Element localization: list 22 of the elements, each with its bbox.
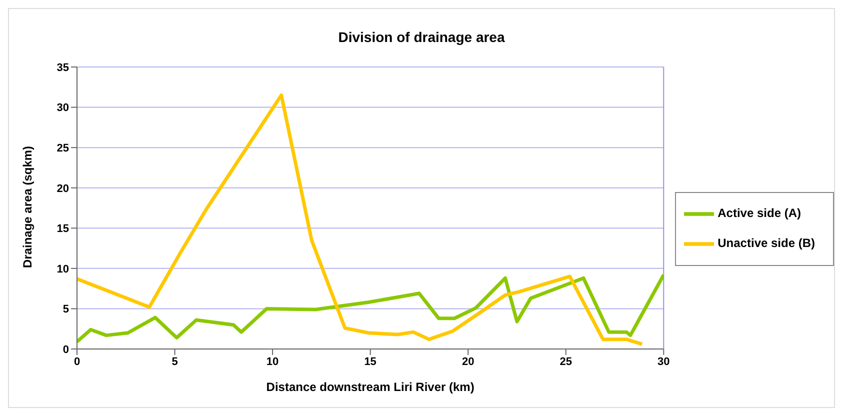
- y-tick-label: 15: [56, 223, 69, 236]
- y-tick-label: 25: [56, 142, 69, 154]
- x-tick-label: 10: [266, 356, 279, 368]
- line-series: [77, 273, 664, 344]
- legend-label: Active side (A): [718, 206, 801, 220]
- y-tick-label: 5: [62, 304, 69, 316]
- y-tick-label: 0: [62, 344, 69, 356]
- x-tick-label: 0: [74, 356, 80, 368]
- x-tick-label: 30: [658, 356, 670, 368]
- y-axis-title: Drainage area (sqkm): [20, 146, 34, 268]
- x-tick-label: 20: [462, 356, 474, 368]
- chart-title: Division of drainage area: [337, 28, 506, 47]
- line-series: [77, 93, 644, 346]
- x-tick-label: 5: [172, 356, 178, 368]
- y-tick-label: 30: [56, 102, 69, 114]
- x-axis-title: Distance downstream Liri River (km): [266, 380, 474, 394]
- y-tick-label: 35: [56, 62, 69, 74]
- y-tick-label: 20: [56, 182, 69, 195]
- legend-label: Unactive side (B): [718, 236, 815, 250]
- x-tick-label: 25: [560, 356, 572, 368]
- y-tick-label: 10: [56, 263, 69, 276]
- x-tick-label: 15: [364, 356, 376, 368]
